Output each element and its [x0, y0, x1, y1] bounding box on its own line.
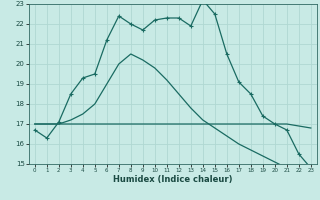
- X-axis label: Humidex (Indice chaleur): Humidex (Indice chaleur): [113, 175, 233, 184]
